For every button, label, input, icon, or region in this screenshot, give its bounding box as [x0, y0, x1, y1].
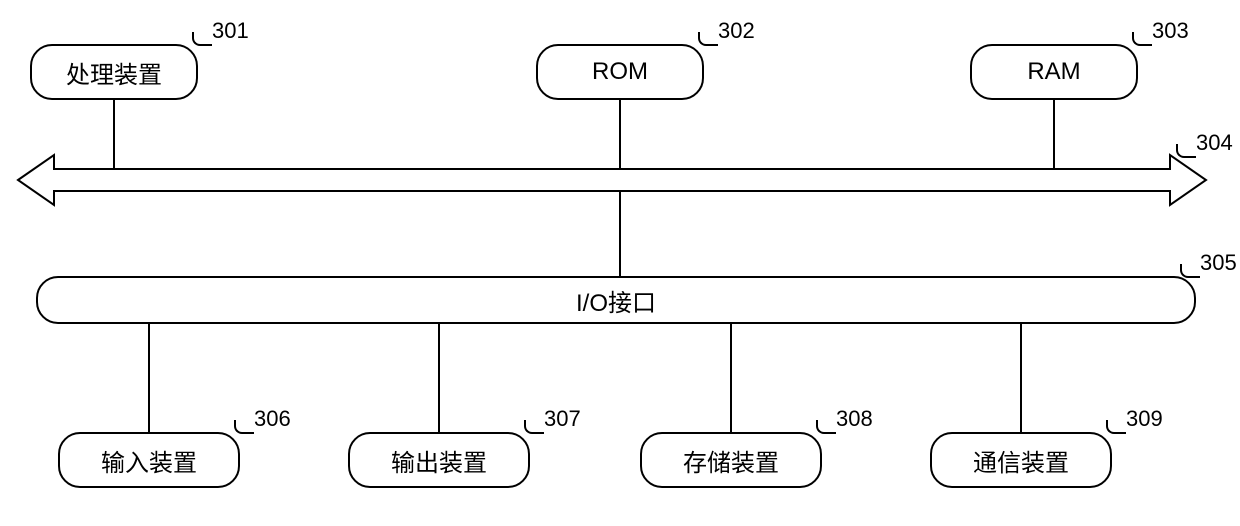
ref-leader-icon [1180, 264, 1200, 278]
node-label: 输出装置 [391, 443, 487, 478]
node-io-interface: I/O接口 [36, 276, 1196, 324]
node-output-device: 输出装置 [348, 432, 530, 488]
bus-arrow [18, 155, 1206, 205]
node-label: RAM [1027, 58, 1080, 86]
ref-label-309: 309 [1126, 406, 1163, 432]
ref-leader-icon [524, 420, 544, 434]
ref-label-305: 305 [1200, 250, 1237, 276]
ref-leader-icon [1106, 420, 1126, 434]
ref-leader-icon [192, 32, 212, 46]
ref-leader-icon [816, 420, 836, 434]
node-storage-device: 存储装置 [640, 432, 822, 488]
bus-arrow-shape [18, 155, 1206, 205]
ref-label-302: 302 [718, 18, 755, 44]
node-label: 处理装置 [66, 55, 162, 90]
node-label: I/O接口 [576, 283, 656, 318]
ref-label-304: 304 [1196, 130, 1233, 156]
ref-label-303: 303 [1152, 18, 1189, 44]
ref-label-307: 307 [544, 406, 581, 432]
node-processing-device: 处理装置 [30, 44, 198, 100]
node-label: 通信装置 [973, 443, 1069, 478]
ref-label-306: 306 [254, 406, 291, 432]
node-rom: ROM [536, 44, 704, 100]
node-ram: RAM [970, 44, 1138, 100]
ref-label-301: 301 [212, 18, 249, 44]
ref-leader-icon [1176, 144, 1196, 158]
node-label: 存储装置 [683, 443, 779, 478]
ref-leader-icon [1132, 32, 1152, 46]
ref-label-308: 308 [836, 406, 873, 432]
node-input-device: 输入装置 [58, 432, 240, 488]
ref-leader-icon [698, 32, 718, 46]
node-comm-device: 通信装置 [930, 432, 1112, 488]
ref-leader-icon [234, 420, 254, 434]
node-label: ROM [592, 58, 648, 86]
node-label: 输入装置 [101, 443, 197, 478]
